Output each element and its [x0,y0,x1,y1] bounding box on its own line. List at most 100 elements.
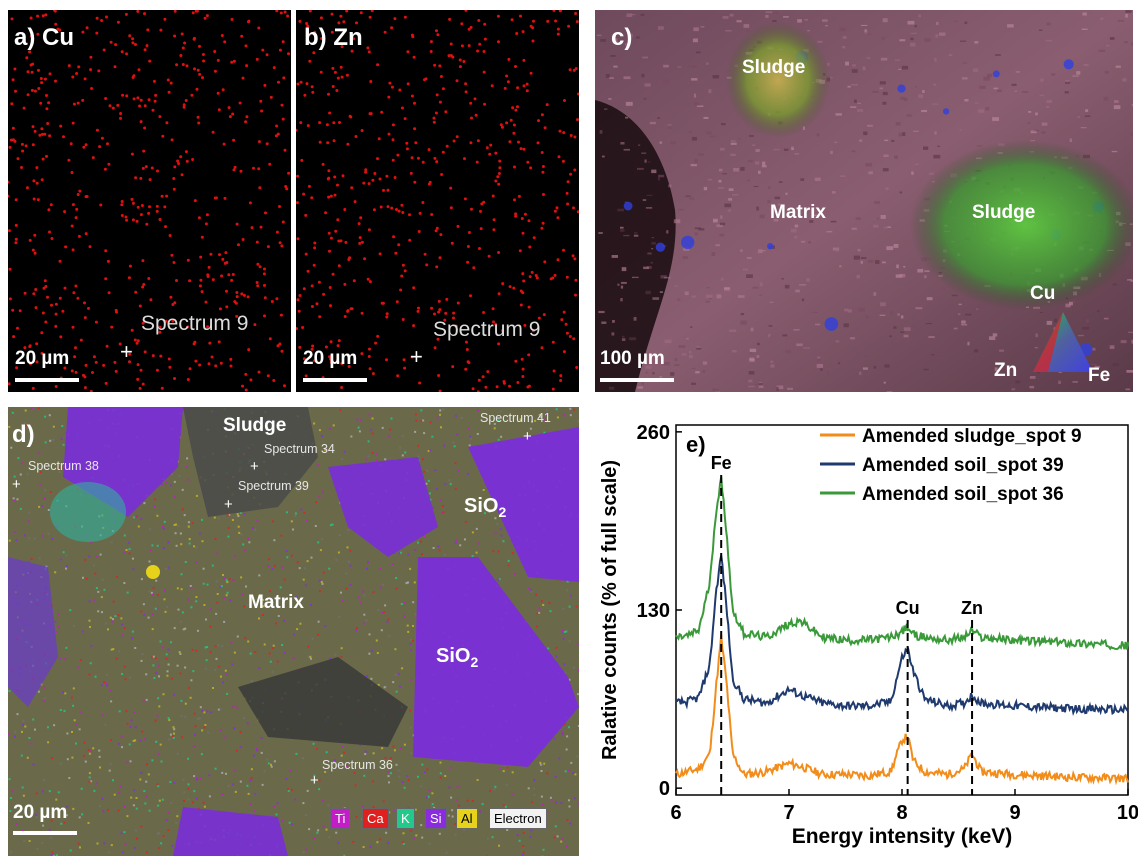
element-dot [479,209,482,213]
element-dot [423,78,426,82]
element-dot [313,241,317,245]
element-dot [168,234,172,237]
crosshair-icon: + [250,458,259,475]
element-dot [348,114,352,118]
element-dot [11,126,15,130]
element-dot [549,277,553,281]
element-dot [322,292,326,296]
element-dot [413,180,417,184]
element-dot [368,15,372,19]
element-dot [486,370,490,374]
element-dot [72,102,76,106]
element-dot [286,14,290,18]
element-dot [244,372,248,376]
element-dot [574,278,578,282]
element-dot [333,70,337,74]
element-dot [566,180,570,184]
element-dot [87,306,90,310]
element-dot [239,169,243,173]
element-dot [155,209,159,213]
element-dot [131,41,135,45]
element-dot [308,59,312,63]
element-dot [329,236,333,240]
element-dot [137,68,141,72]
element-dot [556,258,560,262]
element-dot [89,68,93,72]
element-dot [405,141,409,145]
element-dot [72,291,76,295]
element-dot [358,241,362,245]
element-dot [382,188,385,192]
element-dot [8,194,10,198]
element-dot [136,363,140,367]
element-dot [508,384,511,388]
element-dot [350,186,354,190]
element-dot [445,144,449,148]
legend-electron: Electron [489,808,547,829]
element-dot [120,214,124,217]
element-dot [312,263,316,267]
element-dot [405,147,409,151]
element-dot [44,320,48,324]
element-dot [366,46,370,50]
element-dot [287,52,290,56]
element-dot [54,302,58,306]
element-dot [184,150,188,154]
element-dot [97,69,101,73]
element-dot [135,219,139,223]
element-dot [336,360,340,364]
element-dot [125,94,129,98]
element-dot [44,285,48,288]
element-dot [517,140,520,144]
matrix-label-d: Matrix [248,592,304,613]
element-dot [208,341,212,345]
element-dot [280,103,284,107]
element-dot [128,264,132,268]
element-dot [333,175,337,179]
element-dot [128,360,131,364]
element-dot [522,279,526,283]
element-dot [337,264,341,268]
element-dot [221,88,225,92]
element-dot [438,308,442,312]
element-dot [401,318,405,321]
element-dot [54,385,58,388]
element-dot [529,71,533,75]
legend-entry: Amended sludge_spot 9 [862,426,1082,447]
element-dot [32,179,36,183]
element-dot [229,364,233,368]
element-dot [83,77,87,81]
element-dot [85,26,89,30]
element-dot [312,51,316,55]
element-dot [270,300,274,303]
element-dot [166,78,170,82]
element-dot [299,80,303,84]
element-dot [571,254,575,258]
element-dot [342,20,346,24]
element-dot [133,338,137,342]
element-dot [521,272,525,276]
element-dot [12,335,16,339]
element-dot [30,88,34,92]
element-dot [433,312,436,316]
scalebar-b [303,378,367,382]
element-dot [296,327,298,331]
element-dot [455,79,459,83]
element-dot [529,166,533,170]
element-dot [540,226,544,230]
element-dot [473,97,477,101]
element-dot [40,127,44,131]
element-dot [71,248,75,252]
element-dot [485,146,489,150]
element-dot [163,205,167,209]
element-dot [71,121,75,125]
element-dot [477,19,481,22]
element-dot [367,182,371,186]
scalebar-label-c: 100 µm [600,348,665,369]
element-dot [576,210,579,214]
element-dot [121,93,125,97]
element-dot [479,227,483,231]
element-dot [155,204,159,208]
element-dot [482,200,486,204]
element-dot [136,377,140,381]
